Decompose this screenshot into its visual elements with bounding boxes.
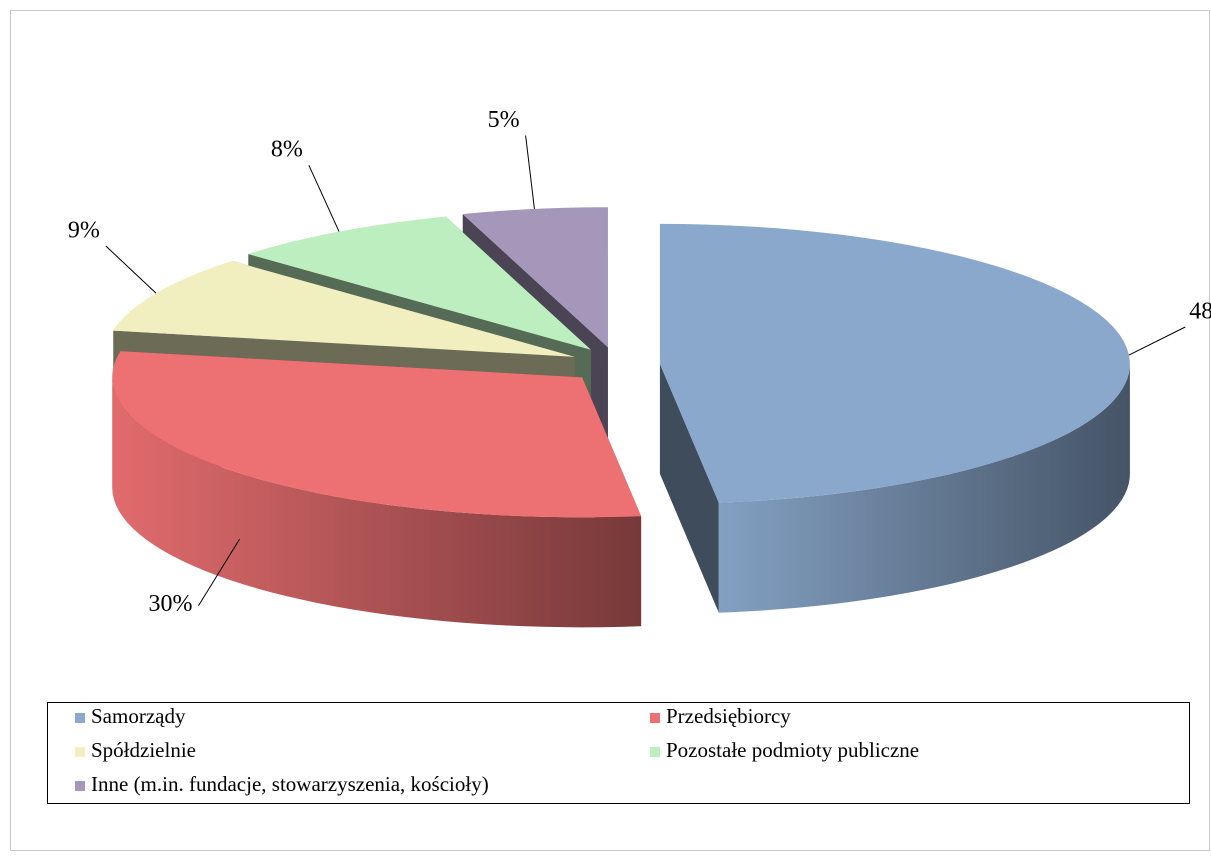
slice-top — [113, 260, 575, 357]
slice-top — [659, 223, 1130, 503]
legend-label: Samorządy — [91, 704, 186, 728]
legend-swatch — [650, 747, 660, 757]
slice — [659, 223, 1130, 613]
leader-line — [198, 538, 241, 606]
legend-label: Pozostałe podmioty publiczne — [666, 738, 919, 762]
leader-line — [308, 165, 340, 232]
leader-line — [105, 245, 157, 294]
data-label: 5% — [488, 107, 520, 133]
slice — [112, 351, 642, 628]
legend-swatch — [75, 713, 85, 723]
leader-line — [1128, 326, 1186, 356]
data-label: 30% — [148, 591, 192, 617]
legend-label: Przedsiębiorcy — [666, 704, 791, 728]
slice-side — [112, 377, 642, 628]
slice-wall — [659, 363, 719, 613]
legend-label: Inne (m.in. fundacje, stowarzyszenia, ko… — [91, 772, 489, 796]
slice-top — [112, 351, 642, 518]
slice-top — [248, 216, 591, 350]
data-label: 8% — [271, 137, 303, 163]
data-label: 48% — [1189, 299, 1211, 325]
slice-side — [718, 363, 1130, 613]
legend-swatch — [650, 713, 660, 723]
legend: Samorządy Przedsiębiorcy Spółdzielnie Pozos… — [75, 704, 919, 796]
data-label: 9% — [68, 218, 100, 244]
legend-box — [47, 702, 1190, 804]
pie: 48% 30% 9% 8% 5% — [68, 107, 1211, 628]
legend-swatch — [75, 781, 85, 791]
legend-label: Spółdzielnie — [91, 738, 196, 762]
leader-line — [525, 135, 535, 210]
slice-top — [462, 207, 608, 348]
legend-swatch — [75, 747, 85, 757]
